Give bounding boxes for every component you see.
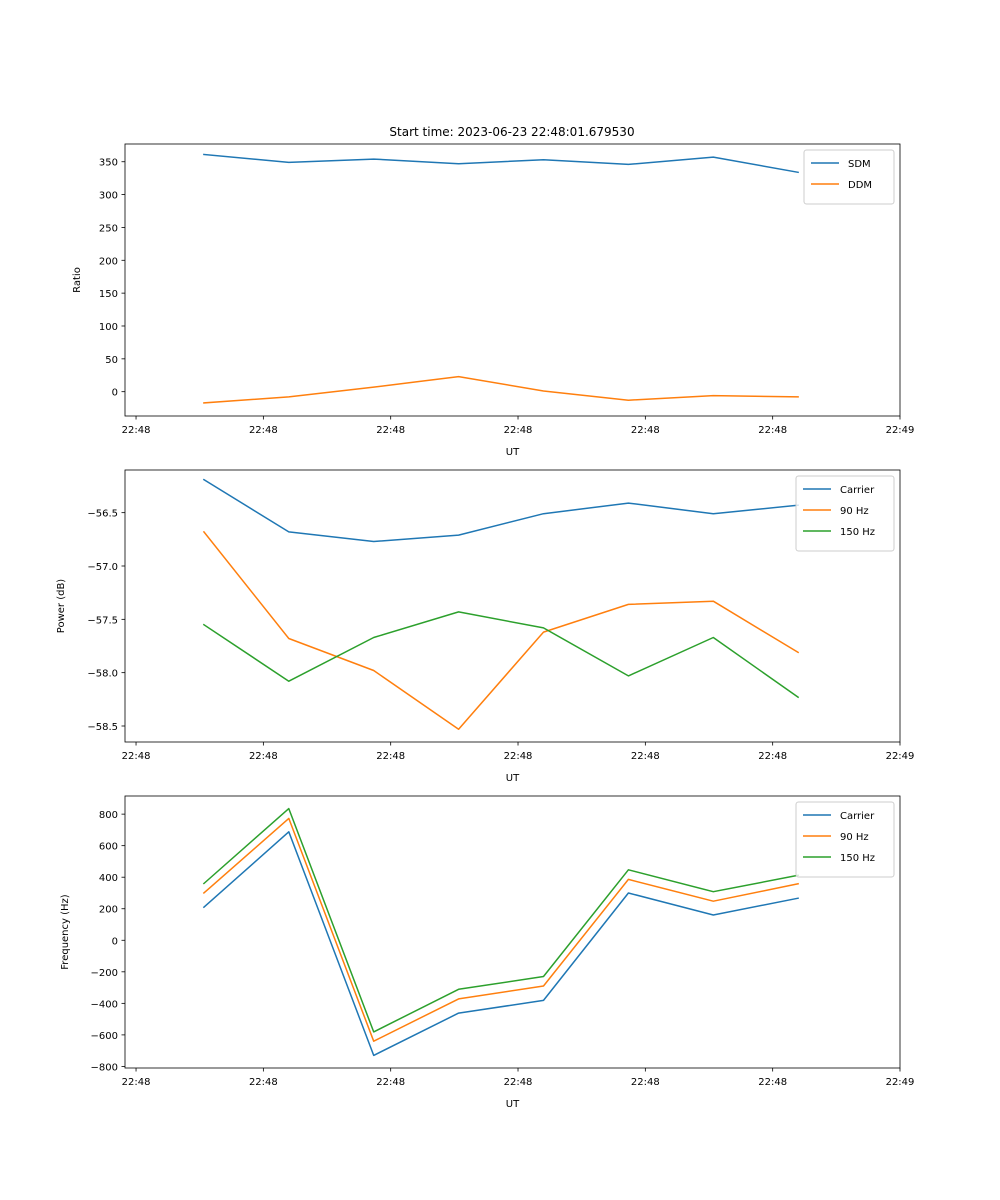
legend: SDM DDM: [803, 149, 895, 205]
y-tick-label: −600: [91, 1031, 118, 1042]
y-tick-label: 0: [112, 388, 118, 399]
legend-label: DDM: [848, 180, 872, 191]
series-line-1-2: [203, 375, 799, 404]
axes-frame: [124, 469, 901, 743]
y-tick-label: 250: [99, 223, 118, 234]
y-axis-label: Frequency (Hz): [60, 894, 71, 970]
chart-panel-1: 22:48 22:48 22:48 22:48 22:48 22:48 22:49 0 50 10…: [72, 143, 915, 458]
legend-label: Carrier: [840, 485, 875, 496]
y-tick-label: 200: [99, 905, 118, 916]
x-tick-label: 22:48: [122, 425, 151, 436]
x-tick-label: 22:48: [504, 751, 533, 762]
y-tick-label: 200: [99, 256, 118, 267]
x-tick-label: 22:48: [631, 751, 660, 762]
y-tick-label: 800: [99, 810, 118, 821]
y-tick-label: −58.0: [87, 669, 118, 680]
x-tick-label: 22:48: [376, 751, 405, 762]
y-tick-label: −57.0: [87, 562, 118, 573]
x-tick-label: 22:48: [504, 1077, 533, 1088]
legend-box: [795, 801, 895, 878]
y-tick-label: 50: [105, 355, 118, 366]
series-line-3-3: [202, 807, 799, 1033]
y-axis-label: Power (dB): [56, 579, 67, 634]
legend-label: 90 Hz: [840, 506, 869, 517]
x-tick-label: 22:48: [758, 1077, 787, 1088]
x-tick-label: 22:49: [886, 425, 915, 436]
y-tick-label: −56.5: [87, 509, 118, 520]
axes-frame: [124, 143, 901, 417]
x-tick-label: 22:48: [376, 425, 405, 436]
y-tick-label: 150: [99, 289, 118, 300]
series-line-3-1: [202, 831, 799, 1057]
y-tick-label: −800: [91, 1062, 118, 1073]
legend-box: [795, 475, 895, 552]
x-tick-label: 22:49: [886, 1077, 915, 1088]
chart-panel-2: 22:48 22:48 22:48 22:48 22:48 22:48 22:49 −58.5…: [56, 469, 915, 784]
legend-label: 150 Hz: [840, 853, 875, 864]
y-tick-label: 400: [99, 873, 118, 884]
x-tick-label: 22:49: [886, 751, 915, 762]
x-tick-label: 22:48: [631, 425, 660, 436]
series-line-3-2: [202, 817, 799, 1042]
y-tick-label: 100: [99, 322, 118, 333]
chart-panel-3: 22:48 22:48 22:48 22:48 22:48 22:48 22:49 −800 −…: [60, 795, 915, 1110]
legend: Carrier 90 Hz 150 Hz: [795, 475, 895, 552]
series-line-2-2: [202, 530, 800, 730]
x-axis-label: UT: [506, 773, 520, 784]
y-tick-label: −400: [91, 999, 118, 1010]
legend-label: SDM: [848, 159, 871, 170]
y-tick-label: 0: [112, 936, 118, 947]
x-tick-label: 22:48: [249, 751, 278, 762]
x-axis-label: UT: [506, 447, 520, 458]
legend-label: 150 Hz: [840, 527, 875, 538]
y-tick-label: 600: [99, 842, 118, 853]
figure-title: Start time: 2023-06-23 22:48:01.679530: [389, 125, 634, 139]
x-tick-label: 22:48: [249, 1077, 278, 1088]
y-tick-label: −58.5: [87, 722, 118, 733]
x-tick-label: 22:48: [504, 425, 533, 436]
y-tick-label: 350: [99, 158, 118, 169]
axes-frame: [124, 795, 901, 1069]
y-tick-label: 300: [99, 191, 118, 202]
x-axis-label: UT: [506, 1099, 520, 1110]
x-tick-label: 22:48: [376, 1077, 405, 1088]
x-tick-label: 22:48: [758, 751, 787, 762]
series-line-2-1: [202, 478, 799, 543]
x-tick-label: 22:48: [758, 425, 787, 436]
legend-label: Carrier: [840, 811, 875, 822]
x-tick-label: 22:48: [631, 1077, 660, 1088]
x-tick-label: 22:48: [249, 425, 278, 436]
y-tick-label: −57.5: [87, 615, 118, 626]
x-tick-label: 22:48: [122, 1077, 151, 1088]
y-axis-label: Ratio: [72, 267, 83, 293]
y-tick-label: −200: [91, 968, 118, 979]
series-line-1-1: [203, 153, 799, 174]
series-line-2-3: [202, 611, 800, 699]
legend-label: 90 Hz: [840, 832, 869, 843]
x-tick-label: 22:48: [122, 751, 151, 762]
legend: Carrier 90 Hz 150 Hz: [795, 801, 895, 878]
